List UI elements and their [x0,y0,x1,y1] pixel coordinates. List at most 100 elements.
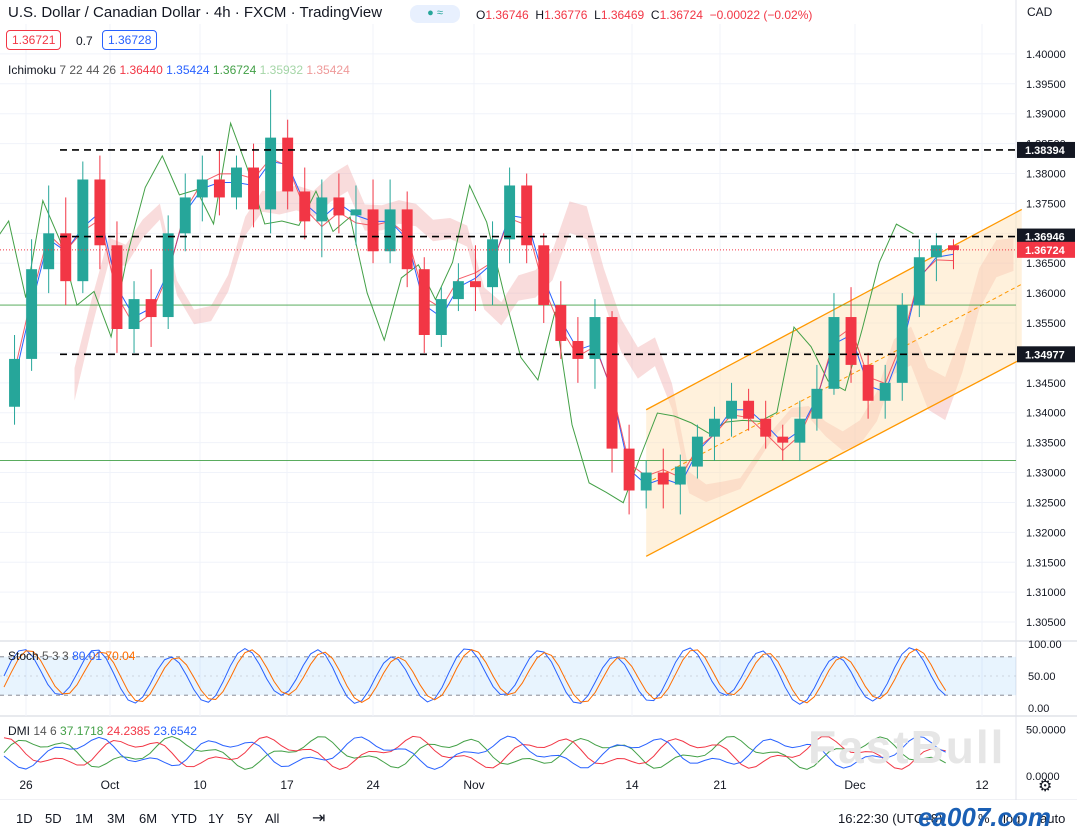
timeframe-3m[interactable]: 3M [107,811,126,826]
timeframe-1m[interactable]: 1M [75,811,94,826]
percent-toggle[interactable]: % [978,811,990,826]
stoch-legend[interactable]: Stoch 5 3 3 80.01 70.04 [8,649,136,663]
candle-body [248,167,259,210]
timeframe-6m[interactable]: 6M [139,811,158,826]
candle-body [538,245,550,306]
candle-body [623,448,635,491]
level-badge [1017,346,1075,363]
candle-body [145,299,157,318]
timeframe-5y[interactable]: 5Y [237,811,253,826]
timeframe-1y[interactable]: 1Y [208,811,224,826]
candle-body [691,436,703,467]
y-tick-label: 1.36500 [1026,258,1066,270]
candle-body [555,305,567,341]
y-tick-label: 1.39000 [1026,109,1066,121]
candle-body [26,269,38,359]
dmi-tick-label: 50.0000 [1026,724,1066,736]
y-tick-label: 1.30500 [1026,617,1066,629]
candle-body [316,197,328,222]
candle-body [657,472,669,485]
dmi-line-2 [3,735,946,770]
y-tick-label: 1.34500 [1026,378,1066,390]
timeframe-ytd[interactable]: YTD [171,811,197,826]
x-tick-label: 10 [193,778,207,792]
x-tick-label: Nov [463,778,484,792]
symbol-title[interactable]: U.S. Dollar / Canadian Dollar · 4h · FXC… [8,4,383,21]
last-price-label: 1.36724 [1025,245,1066,257]
candle-body [333,197,345,216]
candle-body [401,209,413,270]
channel-lower-line [645,358,1023,557]
candle-body [179,197,191,234]
dmi-line-1 [3,735,946,770]
candle-body [709,418,720,437]
candle-body [452,281,464,300]
x-tick-label: 17 [280,778,294,792]
level-label: 1.34977 [1025,349,1065,361]
stoch-tick-label: 100.00 [1028,639,1062,651]
eye-icon[interactable]: ● ≈ [410,5,460,23]
candle-body [60,233,72,282]
y-tick-label: 1.33500 [1026,438,1066,450]
candle-body [9,358,20,407]
candle-body [265,137,277,210]
buy-button[interactable]: 1.36728 [102,30,158,50]
x-tick-label: 26 [19,778,33,792]
y-tick-label: 1.37500 [1026,198,1066,210]
candle-body [845,317,857,365]
candle-body [418,269,430,335]
ichimoku-legend[interactable]: Ichimoku 7 22 44 26 1.36440 1.35424 1.36… [8,63,350,77]
candle-body [828,317,840,389]
currency-label[interactable]: CAD [1027,5,1053,19]
y-tick-label: 1.31500 [1026,557,1066,569]
watermark-brand: FastBull [808,721,1006,773]
y-tick-label: 1.34000 [1026,408,1066,420]
chart-header: U.S. Dollar / Canadian Dollar · 4h · FXC… [8,4,382,21]
level-label: 1.36946 [1025,232,1065,244]
y-tick-label: 1.31000 [1026,587,1066,599]
y-tick-label: 1.32000 [1026,527,1066,539]
stoch-tick-label: 0.00 [1028,703,1049,715]
candle-body [487,239,498,288]
y-tick-label: 1.40000 [1026,49,1066,61]
timeframe-all[interactable]: All [265,811,280,826]
x-tick-label: 14 [625,778,639,792]
clock-readout[interactable]: 16:22:30 (UTC+8) [838,811,943,826]
y-tick-label: 1.33000 [1026,468,1066,480]
candle-body [913,257,925,306]
candle-body [606,317,618,449]
candle-body [794,418,806,443]
date-range-icon[interactable]: ⇥ [312,810,326,827]
candle-body [111,245,123,330]
candle-body [589,317,601,359]
stoch-k-line [3,647,947,705]
y-tick-label: 1.32500 [1026,497,1066,509]
lagging-span [0,121,914,504]
candle-body [367,209,379,252]
candle-body [213,179,225,198]
candle-body [282,137,294,192]
log-toggle[interactable]: log [1003,811,1021,826]
stoch-d-line [3,648,947,704]
sell-button[interactable]: 1.36721 [6,30,62,50]
timeframe-1d[interactable]: 1D [16,811,33,826]
candle-body [504,185,516,240]
x-tick-label: 21 [713,778,727,792]
candle-body [128,299,140,330]
bottom-toolbar: 1D 5D 1M 3M 6M YTD 1Y 5Y All ⇥ 16:22:30 … [0,800,1077,837]
dmi-legend[interactable]: DMI 14 6 37.1718 24.2385 23.6542 [8,724,197,738]
dmi-line-0 [3,735,946,770]
timeframe-5d[interactable]: 5D [45,811,62,826]
candle-body [674,466,686,485]
y-tick-label: 1.38000 [1026,169,1066,181]
auto-toggle[interactable]: auto [1040,811,1066,826]
candle-body [435,299,447,335]
y-tick-label: 1.35500 [1026,318,1066,330]
settings-gear-icon[interactable]: ⚙ [1038,778,1053,795]
level-badge [1017,141,1075,158]
stoch-tick-label: 50.00 [1028,671,1056,683]
candle-body [77,179,89,282]
last-price-badge [1017,241,1075,258]
x-tick-label: Dec [844,778,865,792]
